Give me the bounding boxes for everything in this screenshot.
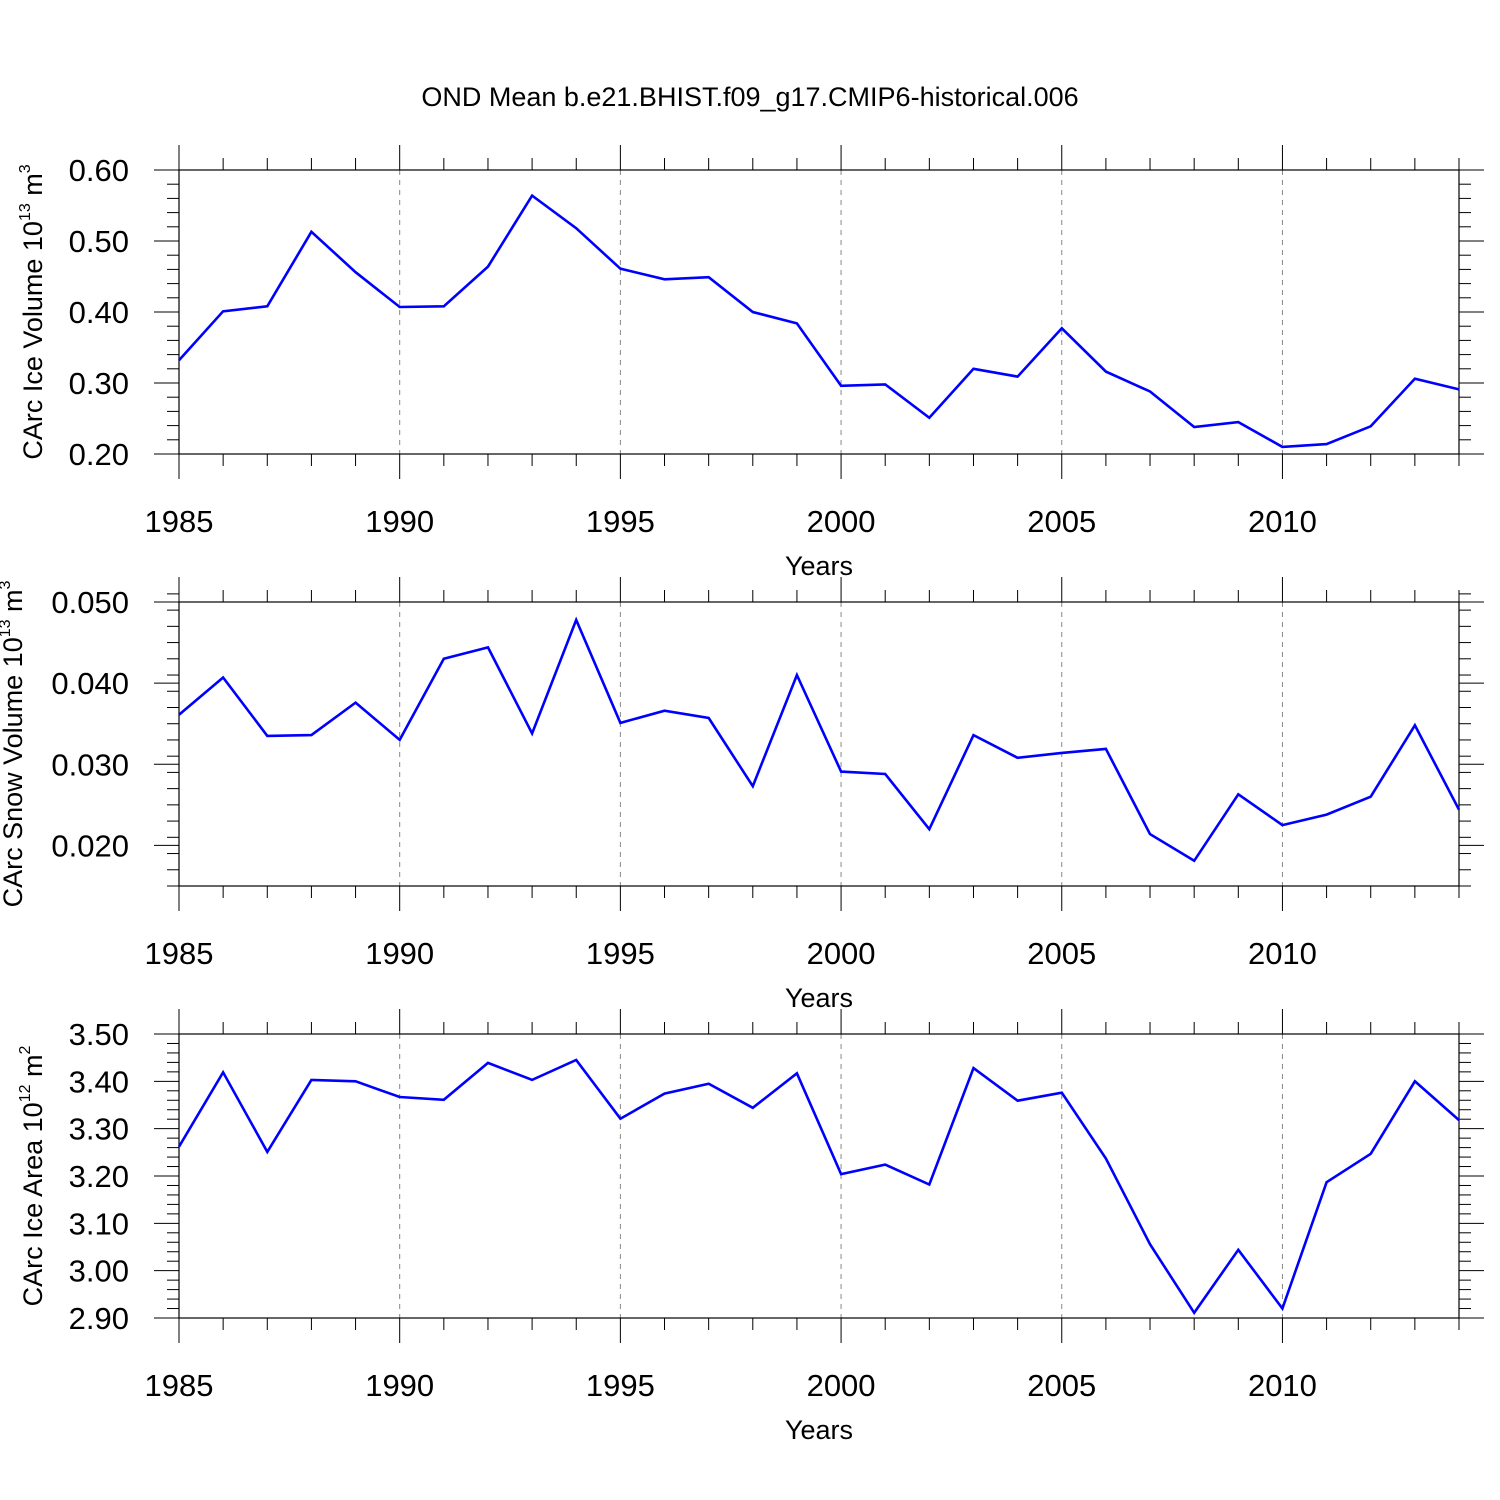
data-series-line	[178, 193, 1460, 449]
x-tick-label: 1990	[365, 504, 434, 539]
x-tick-label: 1985	[145, 936, 214, 971]
y-tick-label: 3.30	[69, 1112, 129, 1147]
y-axis-label-exponent: 13	[17, 203, 34, 221]
y-axis-label-main: CArc Ice Volume 10	[18, 221, 48, 460]
y-axis-label-unit-exponent: 3	[17, 164, 34, 173]
x-tick-label: 1990	[365, 1368, 434, 1403]
y-tick-label: 3.40	[69, 1064, 129, 1099]
x-tick-label: 2000	[807, 1368, 876, 1403]
y-tick-label: 3.00	[69, 1254, 129, 1289]
y-axis-label-main: CArc Ice Area 10	[18, 1102, 48, 1306]
y-tick-label: 0.020	[51, 828, 129, 863]
y-tick-label: 0.050	[51, 585, 129, 620]
chart-panel-2: 1985 1990 1995 2000 2005 2010 0.020 0.030 0.040 0…	[0, 577, 1484, 1013]
plot-frame	[178, 1033, 1460, 1319]
chart-panel-3: 1985 1990 1995 2000 2005 2010 2.90 3.00 3.10 3.20…	[17, 1009, 1484, 1445]
y-tick-label: 0.30	[69, 366, 129, 401]
y-tick-label: 0.40	[69, 295, 129, 330]
y-tick-label: 0.040	[51, 666, 129, 701]
y-axis-label-main: CArc Snow Volume 10	[0, 637, 28, 907]
data-series-line	[178, 616, 1461, 863]
x-tick-label: 1995	[586, 1368, 655, 1403]
x-tick-label: 2005	[1027, 504, 1096, 539]
y-axis-label-exponent: 13	[0, 619, 14, 637]
x-tick-label: 2005	[1027, 936, 1096, 971]
x-tick-label: 2000	[807, 504, 876, 539]
y-axis-label-unit-exponent: 3	[0, 580, 14, 589]
x-tick-label: 1995	[586, 936, 655, 971]
x-tick-label: 1985	[145, 1368, 214, 1403]
x-axis-label: Years	[785, 983, 853, 1013]
x-tick-label: 2010	[1248, 1368, 1317, 1403]
plot-frame	[178, 601, 1460, 887]
y-tick-label: 0.50	[69, 224, 129, 259]
x-axis-label: Years	[785, 551, 853, 581]
plot-frame	[178, 169, 1460, 455]
y-tick-label: 0.60	[69, 153, 129, 188]
x-tick-label: 1995	[586, 504, 655, 539]
y-tick-label: 0.20	[69, 437, 129, 472]
x-tick-label: 1990	[365, 936, 434, 971]
y-tick-label: 3.10	[69, 1206, 129, 1241]
y-tick-label: 2.90	[69, 1301, 129, 1336]
x-axis-label: Years	[785, 1415, 853, 1445]
y-axis-label-unit-exponent: 2	[17, 1046, 34, 1055]
y-tick-label: 3.50	[69, 1017, 129, 1052]
chart-panel-1: 1985 1990 1995 2000 2005 2010 0.20 0.30 0.40 0.50…	[17, 145, 1484, 581]
y-axis-label-unit: m	[18, 173, 48, 203]
x-tick-label: 2005	[1027, 1368, 1096, 1403]
y-axis-label-exponent: 12	[17, 1084, 34, 1102]
y-tick-label: 3.20	[69, 1159, 129, 1194]
y-axis-label: CArc Ice Area 1012 m2	[17, 1046, 48, 1307]
x-tick-label: 2010	[1248, 936, 1317, 971]
x-tick-label: 2000	[807, 936, 876, 971]
x-tick-label: 2010	[1248, 504, 1317, 539]
y-axis-label-unit: m	[0, 589, 28, 619]
y-axis-label: CArc Ice Volume 1013 m3	[17, 164, 48, 459]
data-series-line	[177, 1058, 1460, 1316]
y-axis-label: CArc Snow Volume 1013 m3	[0, 580, 28, 907]
y-axis-label-unit: m	[18, 1055, 48, 1085]
x-tick-label: 1985	[145, 504, 214, 539]
chart-title: OND Mean b.e21.BHIST.f09_g17.CMIP6-histo…	[421, 82, 1078, 112]
y-tick-label: 0.030	[51, 747, 129, 782]
